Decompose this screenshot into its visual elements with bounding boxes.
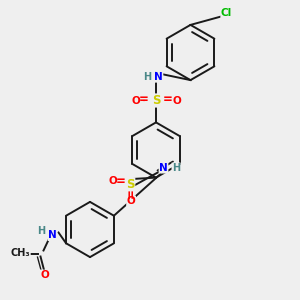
Text: H: H xyxy=(172,163,180,173)
Text: =: = xyxy=(139,93,149,106)
Text: Cl: Cl xyxy=(221,8,232,19)
Text: N: N xyxy=(154,72,163,82)
Text: =: = xyxy=(124,188,138,198)
Text: N: N xyxy=(159,163,168,173)
Text: H: H xyxy=(143,72,151,82)
Text: =: = xyxy=(163,93,173,106)
Text: O: O xyxy=(127,196,136,206)
Text: O: O xyxy=(40,270,49,280)
Text: O: O xyxy=(172,95,181,106)
Text: CH₃: CH₃ xyxy=(11,248,30,259)
Text: O: O xyxy=(108,176,117,186)
Text: S: S xyxy=(152,94,160,107)
Text: S: S xyxy=(126,178,135,191)
Text: O: O xyxy=(131,95,140,106)
Text: N: N xyxy=(48,230,57,241)
Text: =: = xyxy=(116,175,126,188)
Text: H: H xyxy=(37,226,45,236)
